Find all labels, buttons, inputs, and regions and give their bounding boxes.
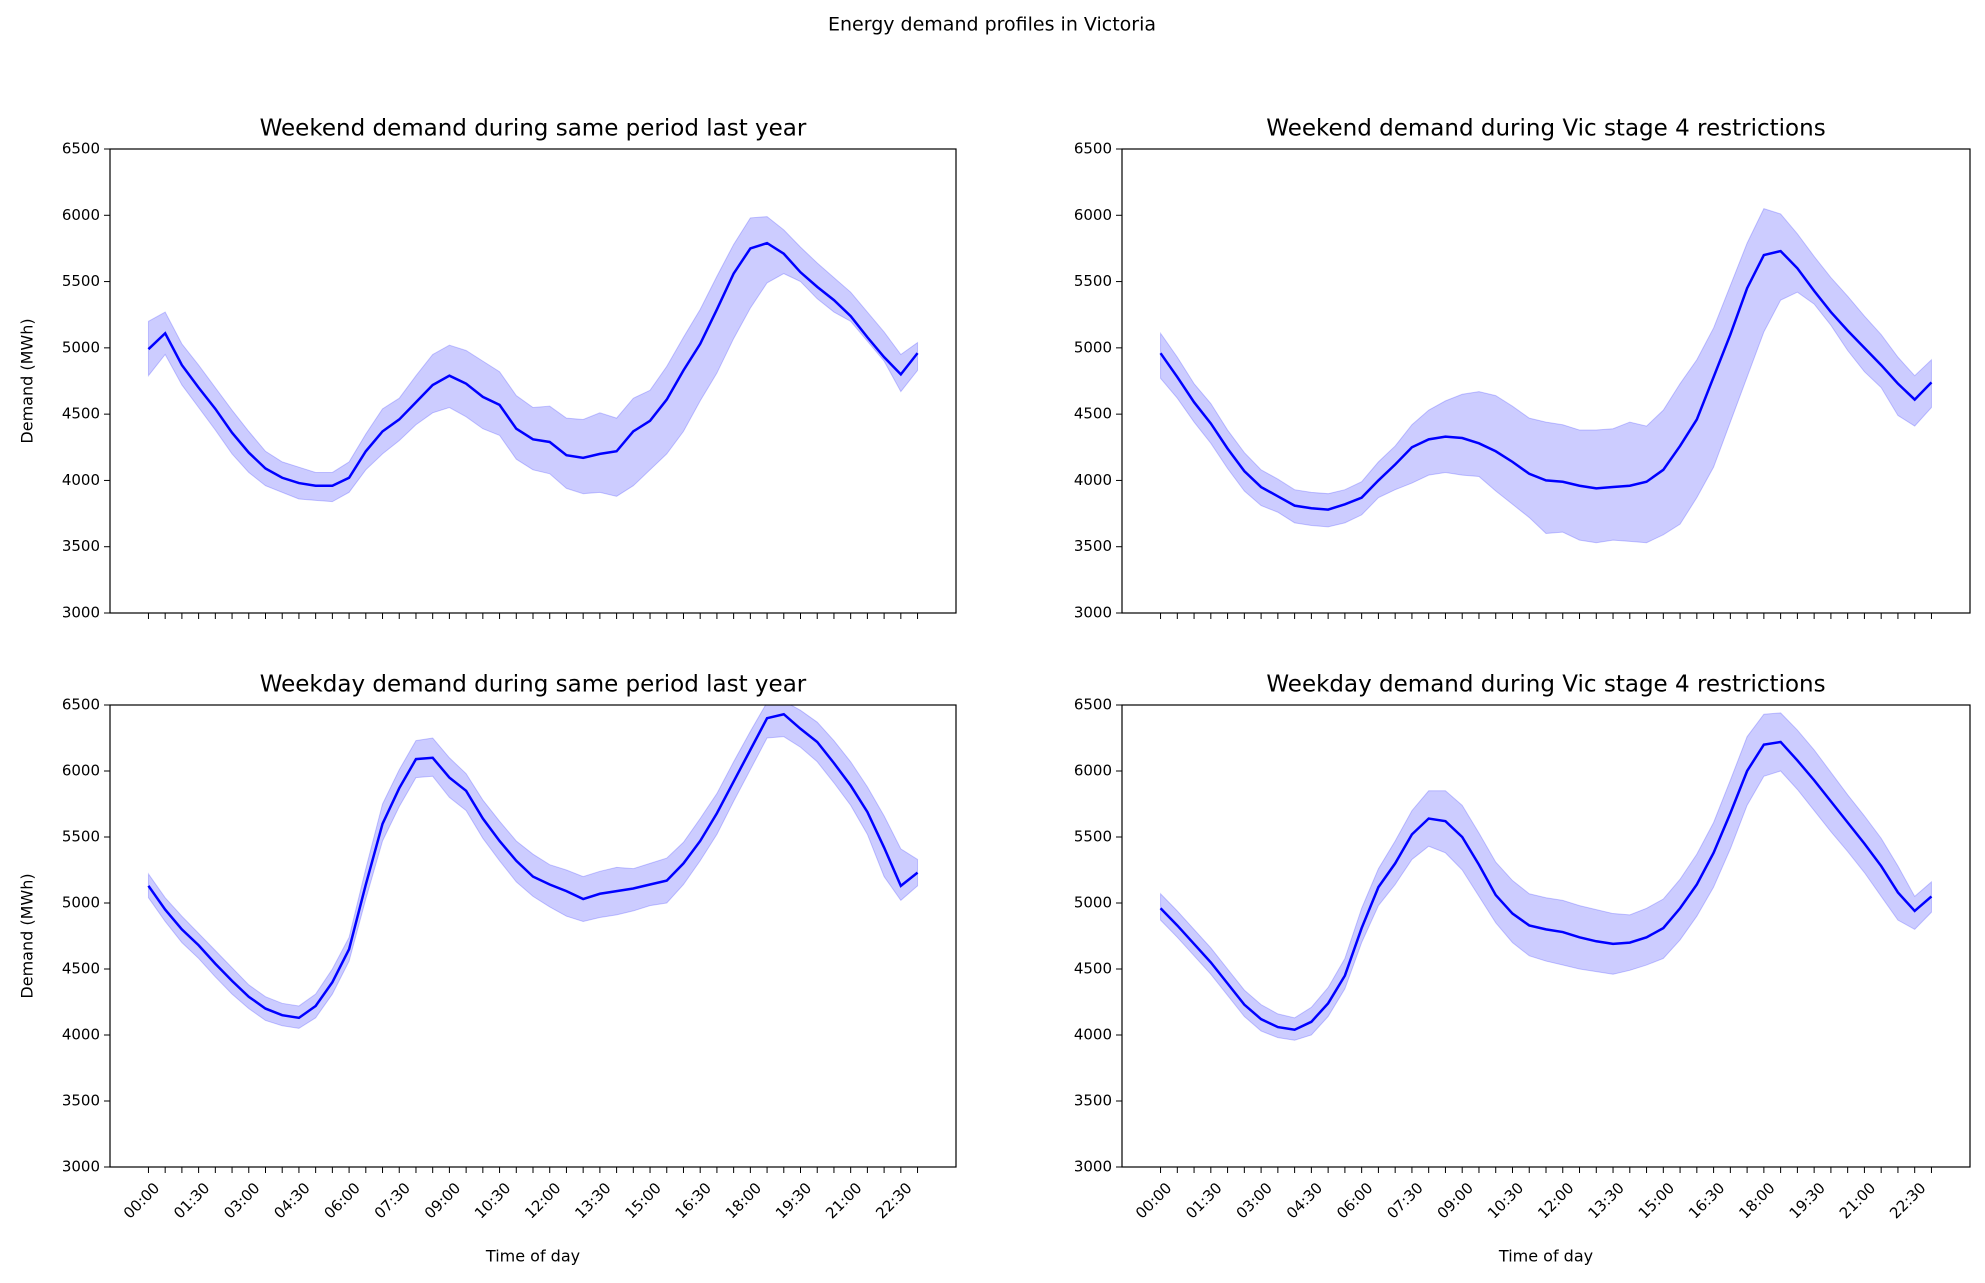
x-tick-label: 00:00 <box>1132 1179 1175 1222</box>
y-tick-label: 5500 <box>1074 272 1112 290</box>
y-tick-label: 4500 <box>1074 960 1112 978</box>
line <box>147 241 919 487</box>
confidence-band <box>1160 712 1932 1041</box>
x-tick-label: 19:30 <box>1786 1179 1829 1222</box>
x-axis-label: Time of day <box>1498 1247 1593 1266</box>
x-tick-label: 18:00 <box>722 1179 765 1222</box>
y-tick-label: 4000 <box>1074 1026 1112 1044</box>
x-tick-label: 06:00 <box>1333 1179 1376 1222</box>
x-tick-label: 21:00 <box>1836 1179 1879 1222</box>
line <box>147 712 919 1020</box>
x-tick-label: 07:30 <box>371 1179 414 1222</box>
x-tick-label: 19:30 <box>772 1179 815 1222</box>
x-tick-label: 21:00 <box>822 1179 865 1222</box>
y-tick-label: 6500 <box>1074 140 1112 158</box>
y-tick-label: 4500 <box>62 405 100 423</box>
x-tick-label: 03:00 <box>1233 1179 1276 1222</box>
axes-title: Weekday demand during Vic stage 4 restri… <box>1266 672 1825 698</box>
x-axis-label: Time of day <box>485 1247 580 1266</box>
y-tick-label: 6000 <box>62 206 100 224</box>
axes-frame <box>1121 148 1971 614</box>
y-tick-label: 5500 <box>62 272 100 290</box>
x-tick-label: 06:00 <box>321 1179 364 1222</box>
confidence-band <box>1160 208 1932 544</box>
x-tick-label: 22:30 <box>872 1179 915 1222</box>
y-tick-label: 4500 <box>62 960 100 978</box>
x-tick-label: 04:30 <box>1283 1179 1326 1222</box>
line <box>1159 740 1933 1032</box>
figure-title: Energy demand profiles in Victoria <box>828 14 1156 36</box>
y-tick-label: 4500 <box>1074 405 1112 423</box>
y-tick-label: 4000 <box>62 471 100 489</box>
axes-frame <box>109 704 957 1168</box>
confidence-band <box>147 705 919 1029</box>
y-tick-label: 4000 <box>1074 471 1112 489</box>
y-axis-label: Demand (MWh) <box>18 318 37 443</box>
x-tick-label: 15:00 <box>621 1179 664 1222</box>
y-tick-label: 3000 <box>1074 1158 1112 1176</box>
x-tick-label: 12:00 <box>521 1179 564 1222</box>
x-tick-label: 04:30 <box>270 1179 313 1222</box>
y-tick-label: 6500 <box>62 696 100 714</box>
y-tick-label: 3500 <box>1074 1092 1112 1110</box>
x-tick-label: 09:00 <box>421 1179 464 1222</box>
x-tick-label: 07:30 <box>1383 1179 1426 1222</box>
y-tick-label: 6000 <box>62 762 100 780</box>
y-tick-label: 6000 <box>1074 206 1112 224</box>
x-tick-label: 16:30 <box>1685 1179 1728 1222</box>
y-tick-label: 5000 <box>62 338 100 356</box>
x-tick-label: 01:30 <box>1182 1179 1225 1222</box>
y-tick-label: 5000 <box>1074 894 1112 912</box>
x-tick-label: 12:00 <box>1534 1179 1577 1222</box>
x-tick-label: 00:00 <box>120 1179 163 1222</box>
x-tick-label: 03:00 <box>220 1179 263 1222</box>
y-tick-label: 4000 <box>62 1026 100 1044</box>
y-tick-label: 6000 <box>1074 762 1112 780</box>
axes-frame <box>109 148 957 614</box>
x-tick-label: 01:30 <box>170 1179 213 1222</box>
y-tick-label: 3000 <box>62 1158 100 1176</box>
x-tick-label: 10:30 <box>1484 1179 1527 1222</box>
axes-title: Weekday demand during same period last y… <box>260 672 807 698</box>
axes-frame <box>1121 704 1971 1168</box>
y-tick-label: 3500 <box>62 1092 100 1110</box>
y-tick-label: 5000 <box>62 894 100 912</box>
y-tick-label: 5000 <box>1074 338 1112 356</box>
axes-title: Weekend demand during same period last y… <box>260 116 807 142</box>
line <box>1159 249 1933 511</box>
y-tick-label: 3500 <box>1074 537 1112 555</box>
y-tick-label: 3000 <box>62 604 100 622</box>
y-tick-label: 6500 <box>1074 696 1112 714</box>
x-tick-label: 10:30 <box>471 1179 514 1222</box>
confidence-band <box>147 216 919 503</box>
y-tick-label: 3000 <box>1074 604 1112 622</box>
y-tick-label: 5500 <box>62 828 100 846</box>
y-tick-label: 6500 <box>62 140 100 158</box>
y-axis-label: Demand (MWh) <box>18 873 37 998</box>
x-tick-label: 13:30 <box>571 1179 614 1222</box>
x-tick-label: 22:30 <box>1886 1179 1929 1222</box>
x-tick-label: 18:00 <box>1735 1179 1778 1222</box>
x-tick-label: 13:30 <box>1584 1179 1627 1222</box>
y-tick-label: 3500 <box>62 537 100 555</box>
axes-title: Weekend demand during Vic stage 4 restri… <box>1266 116 1825 142</box>
x-tick-label: 16:30 <box>672 1179 715 1222</box>
x-tick-label: 15:00 <box>1635 1179 1678 1222</box>
x-tick-label: 09:00 <box>1434 1179 1477 1222</box>
y-tick-label: 5500 <box>1074 828 1112 846</box>
